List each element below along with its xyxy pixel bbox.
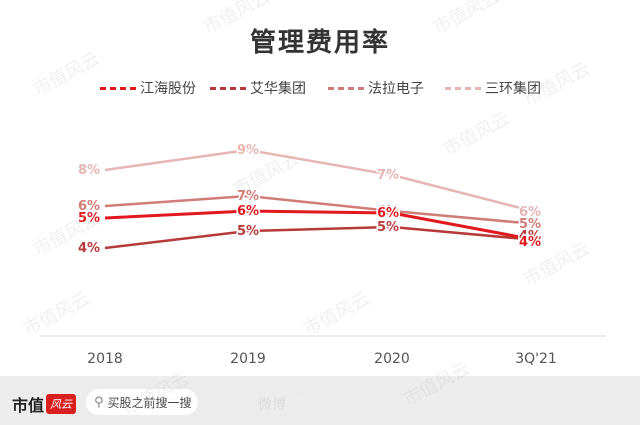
data-label: 4% [519, 235, 541, 250]
legend-item: 三环集团 [445, 77, 541, 99]
data-label: 4% [78, 241, 100, 256]
x-tick-label: 2018 [87, 351, 123, 367]
series-line [104, 225, 537, 250]
legend-label: 法拉电子 [368, 81, 424, 97]
data-label: 8% [78, 163, 100, 178]
footer-logo: 市值 风云 [12, 394, 77, 415]
data-label: 6% [377, 206, 399, 221]
logo-badge: 风云 [46, 394, 77, 414]
series-line [104, 194, 537, 226]
data-label: 6% [519, 205, 541, 220]
data-label: 6% [78, 199, 100, 214]
search-icon: ⚲ [94, 394, 104, 410]
data-label: 7% [377, 168, 399, 183]
search-button[interactable]: ⚲ 买股之前搜一搜 [86, 389, 198, 415]
data-label: 6% [377, 204, 399, 219]
legend: 江海股份 艾华集团 法拉电子 三环集团 [0, 77, 640, 99]
x-tick-label: 3Q'21 [515, 351, 557, 367]
x-tick-label: 2019 [230, 351, 266, 367]
data-label: 5% [237, 224, 259, 239]
legend-label: 三环集团 [485, 81, 541, 97]
data-label: 4% [519, 229, 541, 244]
legend-item: 法拉电子 [328, 77, 424, 99]
legend-item: 艾华集团 [210, 77, 306, 99]
data-label: 7% [237, 189, 259, 204]
footer-bar: 市值 风云 ⚲ 买股之前搜一搜 微博 市值风云APP [0, 376, 640, 425]
brand-watermark: 微博 市值风云APP [258, 394, 372, 414]
logo-text: 市值 [12, 396, 45, 415]
legend-swatch [210, 86, 246, 90]
series-line [104, 209, 537, 242]
legend-label: 艾华集团 [250, 81, 306, 97]
plot-area: 8%9%7%6%6%7%6%5%4%5% 5%4%5% 6% 6%4%2018 2019… [40, 142, 606, 367]
x-tick-label: 2020 [374, 351, 410, 367]
brand-text: 市值风云APP [290, 397, 373, 413]
legend-label: 江海股份 [140, 81, 196, 97]
legend-swatch [328, 86, 364, 90]
legend-swatch [100, 86, 136, 90]
chart-card: 管理费用率 江海股份 艾华集团 法拉电子 三环集团 8% 9% 7% 6% 6% 7% 6% 5% 4… [0, 0, 640, 376]
chart-title: 管理费用率 [249, 28, 390, 58]
data-label: 5% [519, 217, 541, 232]
legend-swatch [445, 86, 481, 90]
legend-item: 江海股份 [100, 77, 196, 99]
data-label: 5% [377, 220, 399, 235]
data-label: 6% [237, 204, 259, 219]
series-line [104, 148, 537, 214]
data-label: 5% [78, 211, 100, 226]
data-label: 9% [237, 143, 259, 158]
weibo-icon: 微博 [258, 397, 286, 413]
search-label: 买股之前搜一搜 [107, 395, 192, 410]
